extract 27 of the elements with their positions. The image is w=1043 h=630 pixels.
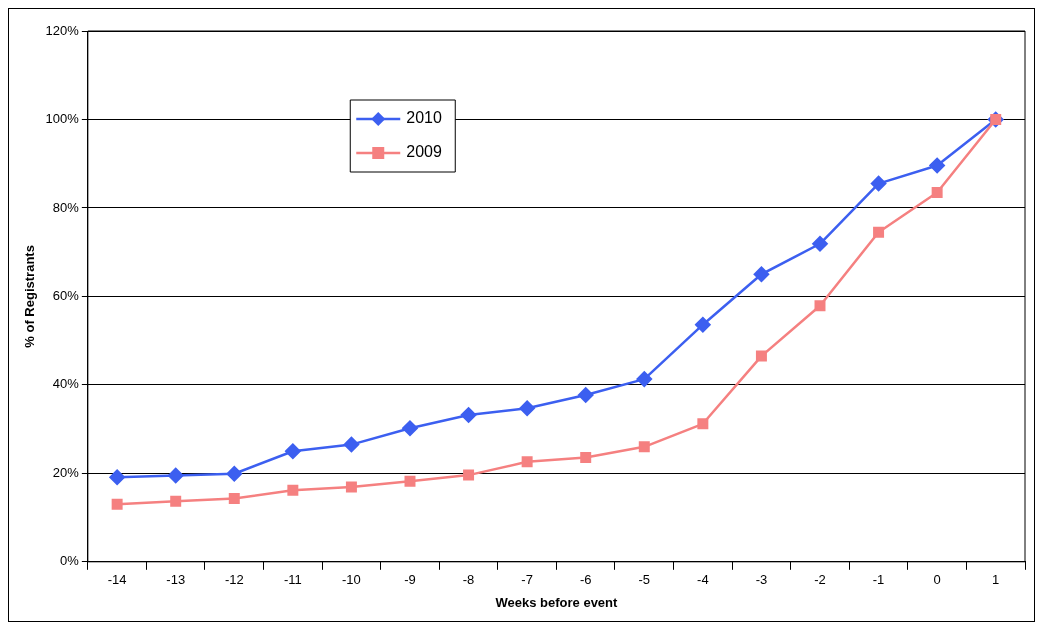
y-tick-label: 100%: [45, 111, 80, 127]
y-tick-label: 40%: [52, 376, 80, 392]
x-tick-label: 1: [992, 572, 1000, 588]
y-tick-label: 60%: [52, 287, 80, 303]
x-tick-label: -10: [342, 572, 361, 588]
x-axis-title: Weeks before event: [495, 594, 619, 610]
y-tick-label: 20%: [52, 464, 80, 480]
y-tick-label: 0%: [60, 553, 80, 569]
y-axis-title: % of Registrants: [22, 245, 38, 348]
x-tick-label: -2: [814, 572, 826, 588]
x-tick-label: -12: [224, 572, 244, 588]
legend-label: 2009: [406, 143, 442, 161]
x-tick-label: -5: [638, 572, 651, 588]
legend-label: 2010: [406, 109, 442, 127]
x-tick-label: -4: [697, 572, 709, 588]
x-tick-label: -1: [872, 572, 885, 588]
x-tick-label: -9: [404, 572, 416, 588]
y-tick-label: 120%: [45, 22, 80, 38]
y-tick-label: 80%: [52, 199, 80, 215]
x-tick-label: -11: [283, 572, 302, 588]
x-tick-label: -6: [579, 572, 592, 588]
x-tick-label: -13: [166, 572, 186, 588]
x-tick-label: -3: [755, 572, 768, 588]
x-tick-label: -8: [462, 572, 475, 588]
x-tick-label: -7: [521, 572, 533, 588]
x-tick-label: 0: [933, 572, 941, 588]
x-tick-label: -14: [107, 572, 127, 588]
